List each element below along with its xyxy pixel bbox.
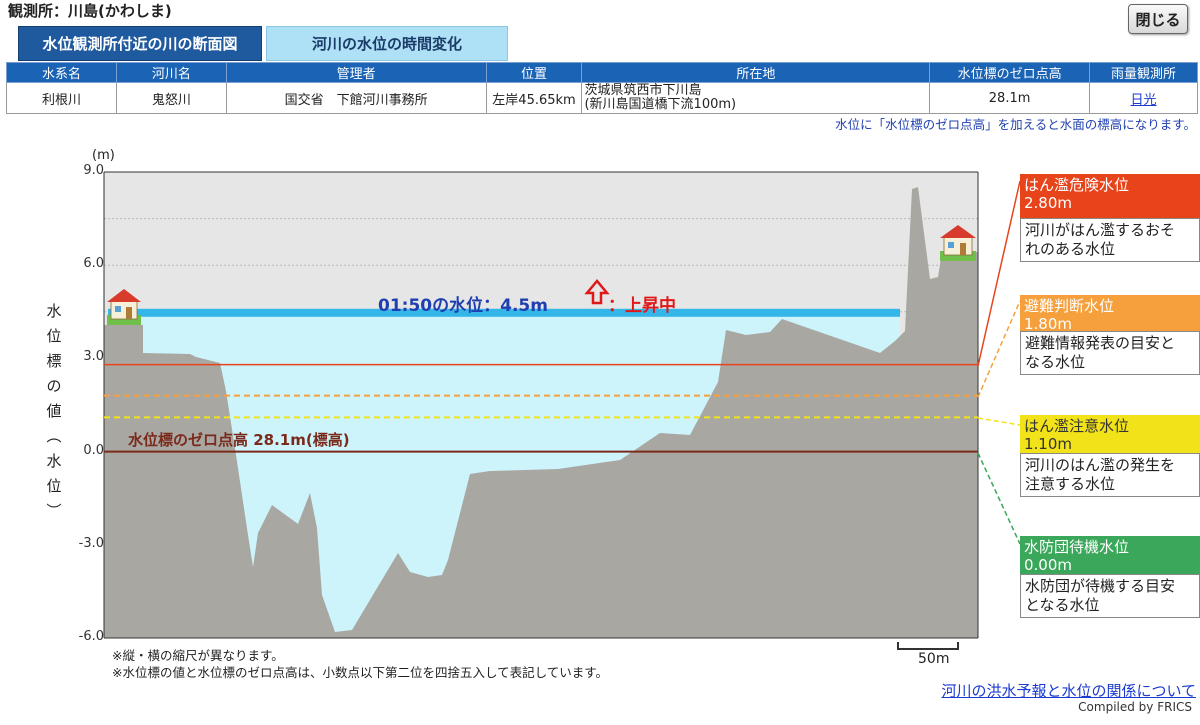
header-rain-station: 雨量観測所 bbox=[1089, 62, 1198, 83]
house-icon-right bbox=[940, 225, 976, 261]
level-name: はん濫危険水位 bbox=[1024, 176, 1130, 194]
y-axis-label-char: 水 bbox=[46, 452, 62, 470]
y-axis-label: 水 位 標 の 値 ︵ 水 位 ︶ bbox=[44, 299, 64, 524]
level-value: 0.00m bbox=[1024, 556, 1073, 574]
close-button[interactable]: 閉じる bbox=[1128, 4, 1188, 34]
header-kasen: 河川名 bbox=[115, 62, 227, 83]
y-tick-label: 9.0 bbox=[83, 163, 104, 178]
rounding-note: ※水位標の値と水位標のゼロ点高は、小数点以下第二位を四捨五入して表記しています。 bbox=[112, 665, 608, 680]
rain-station-link[interactable]: 日光 bbox=[1130, 92, 1157, 108]
header-shozaichi: 所在地 bbox=[581, 62, 931, 83]
y-tick-label: -6.0 bbox=[78, 629, 104, 644]
table-row: 利根川 鬼怒川 国交省 下館河川事務所 左岸45.65km 茨城県筑西市下川島 … bbox=[6, 82, 1198, 114]
scale-note: ※縦・横の縮尺が異なります。 bbox=[112, 648, 284, 663]
tab-water-level-time-change[interactable]: 河川の水位の時間変化 bbox=[266, 26, 508, 61]
cell-suikei: 利根川 bbox=[6, 82, 117, 114]
y-axis-label-char: 標 bbox=[46, 352, 62, 370]
y-tick-label: 6.0 bbox=[83, 256, 104, 271]
connector-danger bbox=[977, 180, 1021, 367]
level-desc-line: 注意する水位 bbox=[1025, 475, 1116, 493]
station-info-table: 水系名 河川名 管理者 位置 所在地 水位標のゼロ点高 雨量観測所 利根川 鬼怒… bbox=[6, 62, 1198, 114]
y-tick-label: -3.0 bbox=[78, 536, 104, 551]
y-tick-label: 3.0 bbox=[83, 349, 104, 364]
zero-point-label: 水位標のゼロ点高 28.1m(標高) bbox=[128, 431, 350, 449]
y-axis-label-char: ︵ bbox=[46, 427, 62, 445]
level-value: 2.80m bbox=[1024, 194, 1073, 212]
cell-kanrisha: 国交省 下館河川事務所 bbox=[225, 82, 487, 114]
level-desc-line: 水防団が待機する目安 bbox=[1025, 577, 1176, 595]
table-header-row: 水系名 河川名 管理者 位置 所在地 水位標のゼロ点高 雨量観測所 bbox=[6, 62, 1198, 83]
station-title: 観測所：川島(かわしま) bbox=[8, 2, 172, 20]
level-desc-line: れのある水位 bbox=[1025, 240, 1116, 258]
level-desc-line: 河川がはん濫するおそ bbox=[1025, 221, 1176, 239]
level-desc-caution: 河川のはん濫の発生を 注意する水位 bbox=[1020, 453, 1200, 497]
level-title-standby: 水防団待機水位 0.00m bbox=[1020, 536, 1200, 576]
location-line-2: (新川島国道橋下流100m) bbox=[584, 97, 737, 112]
scale-bar bbox=[897, 642, 959, 650]
cell-kasen: 鬼怒川 bbox=[115, 82, 227, 114]
connector-evacuation bbox=[977, 300, 1021, 398]
header-kanrisha: 管理者 bbox=[225, 62, 487, 83]
y-axis-label-char: 位 bbox=[46, 477, 62, 495]
rising-trend-label: ：上昇中 bbox=[608, 296, 676, 316]
y-axis-label-char: 位 bbox=[46, 327, 62, 345]
credit-text: Compiled by FRICS bbox=[1078, 700, 1192, 714]
level-desc-line: 河川のはん濫の発生を bbox=[1025, 456, 1176, 474]
level-desc-standby: 水防団が待機する目安 となる水位 bbox=[1020, 574, 1200, 618]
header-ichi: 位置 bbox=[485, 62, 583, 83]
level-title-caution: はん濫注意水位 1.10m bbox=[1020, 415, 1200, 457]
y-axis-label-char: の bbox=[46, 377, 62, 395]
y-axis-label-char: 値 bbox=[46, 402, 62, 420]
cross-section-svg bbox=[103, 171, 1021, 650]
header-suikei: 水系名 bbox=[6, 62, 117, 83]
cell-zero-height: 28.1m bbox=[929, 82, 1091, 114]
level-value: 1.80m bbox=[1024, 315, 1073, 333]
y-axis-label-char: ︶ bbox=[46, 502, 62, 520]
cell-shozaichi: 茨城県筑西市下川島 (新川島国道橋下流100m) bbox=[581, 82, 931, 114]
cell-rain-station: 日光 bbox=[1089, 82, 1198, 114]
y-tick-label: 0.0 bbox=[83, 443, 104, 458]
level-name: 水防団待機水位 bbox=[1024, 538, 1130, 556]
level-name: はん濫注意水位 bbox=[1024, 417, 1130, 435]
header-zero-height: 水位標のゼロ点高 bbox=[929, 62, 1091, 83]
connector-standby bbox=[977, 452, 1021, 545]
rising-arrow-icon bbox=[584, 279, 610, 305]
scale-label: 50m bbox=[918, 651, 950, 667]
level-value: 1.10m bbox=[1024, 435, 1073, 453]
connector-caution bbox=[977, 417, 1021, 426]
location-line-1: 茨城県筑西市下川島 bbox=[584, 83, 702, 98]
level-desc-line: なる水位 bbox=[1025, 353, 1086, 371]
tab-cross-section[interactable]: 水位観測所付近の川の断面図 bbox=[18, 26, 262, 61]
y-unit-label: (m) bbox=[92, 148, 115, 163]
house-icon-left bbox=[107, 289, 141, 325]
level-name: 避難判断水位 bbox=[1024, 297, 1115, 315]
threshold-lines bbox=[104, 363, 978, 453]
level-desc-line: となる水位 bbox=[1025, 596, 1100, 614]
level-title-danger: はん濫危険水位 2.80m bbox=[1020, 174, 1200, 218]
y-axis-label-char: 水 bbox=[46, 302, 62, 320]
water-surface-line bbox=[108, 308, 900, 317]
riverbed-ground bbox=[104, 187, 978, 638]
flood-forecast-relation-link[interactable]: 河川の洪水予報と水位の関係について bbox=[941, 682, 1196, 700]
current-water-level-label: 01:50の水位：4.5m bbox=[378, 296, 548, 316]
level-desc-evacuation: 避難情報発表の目安と なる水位 bbox=[1020, 331, 1200, 375]
cell-ichi: 左岸45.65km bbox=[485, 82, 583, 114]
cross-section-chart: (m) 水 位 標 の 値 ︵ 水 位 ︶ 9.0 6.0 3.0 0.0 -3… bbox=[0, 135, 1200, 725]
level-desc-line: 避難情報発表の目安と bbox=[1025, 334, 1176, 352]
elevation-note: 水位に「水位標のゼロ点高」を加えると水面の標高になります。 bbox=[835, 117, 1196, 132]
level-desc-danger: 河川がはん濫するおそ れのある水位 bbox=[1020, 218, 1200, 262]
